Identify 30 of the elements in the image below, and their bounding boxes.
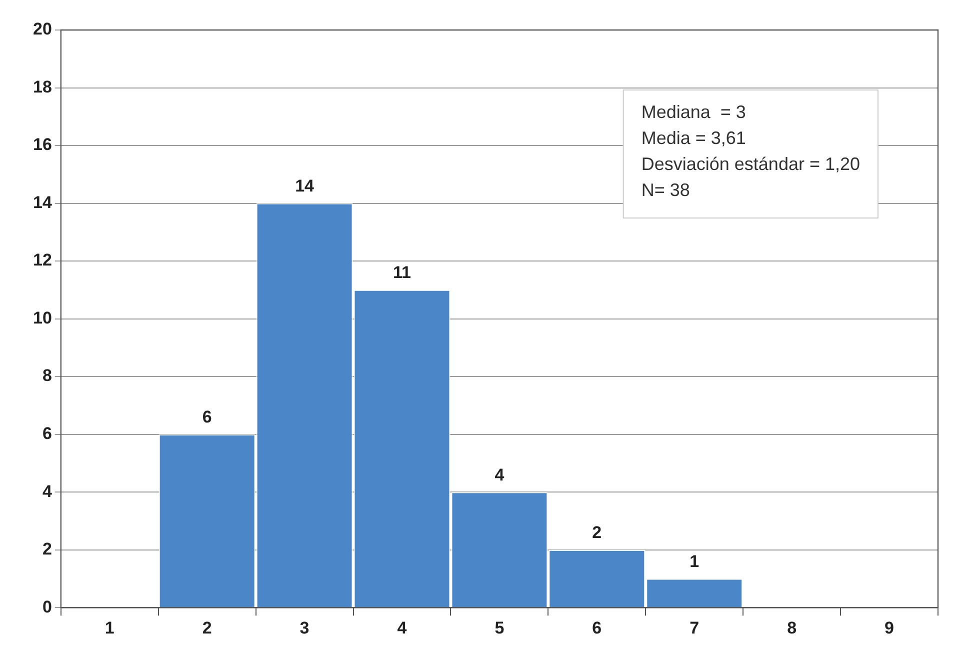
data-label: 4	[494, 465, 505, 484]
y-tick-label: 0	[42, 597, 52, 616]
data-label: 6	[202, 408, 212, 427]
x-tick-label: 2	[202, 618, 212, 638]
data-label: 11	[393, 263, 411, 282]
annotation: Desviación estándar = 1,20	[641, 154, 860, 174]
y-tick-label: 8	[42, 366, 52, 386]
x-tick-label: 4	[397, 618, 408, 638]
x-tick-label: 5	[494, 618, 504, 638]
y-tick-label: 12	[32, 250, 52, 270]
x-tick-label: 1	[104, 618, 114, 638]
y-tick-label: 18	[32, 77, 52, 96]
data-label: 1	[690, 552, 700, 571]
annotation: Mediana = 3	[641, 102, 746, 122]
y-tick-label: 14	[32, 192, 52, 212]
y-tick-label: 16	[32, 135, 52, 154]
y-tick-label: 6	[42, 424, 52, 444]
x-tick-label: 7	[690, 618, 700, 638]
x-tick-label: 6	[592, 618, 602, 638]
y-tick-label: 20	[32, 20, 52, 39]
annotation: Media = 3,61	[641, 128, 746, 148]
x-tick-label: 8	[787, 618, 797, 638]
y-tick-label: 4	[42, 482, 52, 501]
y-tick-label: 10	[32, 308, 52, 328]
x-tick-label: 9	[884, 618, 894, 638]
x-tick-label: 3	[300, 618, 310, 638]
y-tick-label: 2	[42, 540, 52, 559]
data-label: 14	[295, 176, 315, 196]
data-label: 2	[592, 523, 602, 542]
annotation: N= 38	[641, 180, 690, 200]
